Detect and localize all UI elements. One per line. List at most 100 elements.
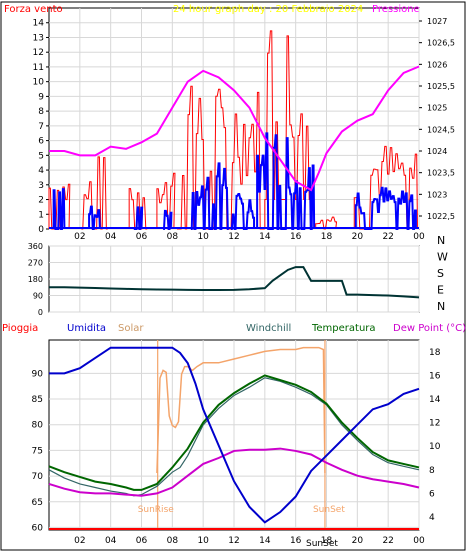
- y-tick-label-right: 1023,5: [427, 169, 455, 178]
- y-tick-label-right: 18: [429, 348, 441, 358]
- x-tick-label: 16: [290, 536, 302, 546]
- x-tick-label: 06: [136, 232, 148, 242]
- y-tick-label-right: 12: [429, 419, 440, 429]
- humidity-label: Umidita: [67, 323, 106, 334]
- y-tick-label-left: 0: [38, 225, 44, 235]
- x-tick-label: 08: [167, 232, 179, 242]
- x-tick-label: 06: [136, 536, 148, 546]
- y-tick-label-right: 1026,5: [427, 39, 455, 48]
- direction-tick-label: 90: [33, 292, 43, 301]
- compass-label: W: [437, 251, 448, 264]
- y-tick-label-left: 11: [33, 63, 44, 73]
- y-tick-label-left: 12: [33, 48, 44, 58]
- y-tick-label-left: 65: [32, 498, 43, 508]
- compass-label: S: [437, 267, 444, 280]
- gust-segment: [88, 205, 101, 230]
- y-tick-label-left: 1: [38, 210, 44, 220]
- y-tick-label-right: 4: [429, 513, 435, 523]
- gust-segment: [52, 188, 66, 230]
- chart-title: 24 hour graph day : 20 Febbraio 2024: [173, 4, 363, 15]
- x-tick-label: 18: [321, 536, 333, 546]
- y-tick-label-right: 16: [429, 371, 441, 381]
- y-tick-label-left: 4: [38, 166, 44, 176]
- wind-direction-series: [49, 266, 420, 299]
- x-tick-label: 10: [197, 536, 209, 546]
- y-tick-label-left: 6: [38, 137, 44, 147]
- y-tick-label-right: 1022,5: [427, 212, 455, 221]
- x-tick-label: 10: [197, 232, 209, 242]
- pressure-series: [49, 65, 420, 192]
- wind-segment: [156, 172, 176, 230]
- y-tick-label-left: 2: [38, 196, 44, 206]
- x-tick-label: 04: [105, 232, 117, 242]
- y-tick-label-left: 14: [33, 19, 45, 29]
- windchill-label: Windchill: [246, 323, 291, 334]
- wind-segment: [264, 30, 315, 230]
- x-tick-label: 22: [382, 536, 393, 546]
- solar-label: Solar: [118, 323, 144, 334]
- direction-tick-label: 0: [38, 308, 43, 317]
- x-tick-label: 14: [259, 536, 271, 546]
- y-tick-label-right: 1024,5: [427, 125, 455, 134]
- y-tick-label-left: 60: [32, 523, 44, 533]
- x-tick-label: 18: [321, 232, 333, 242]
- direction-tick-label: 180: [28, 275, 43, 284]
- rain-label: Pioggia: [2, 323, 38, 334]
- wind-segment: [176, 85, 265, 230]
- x-tick-label: 04: [105, 536, 117, 546]
- compass-label: E: [437, 284, 444, 297]
- x-tick-label: 16: [290, 232, 302, 242]
- y-tick-label-right: 1024: [427, 147, 447, 156]
- pressure-label: Pressione: [372, 4, 420, 15]
- y-tick-label-right: 1027: [427, 17, 447, 26]
- x-tick-label: 20: [352, 232, 364, 242]
- y-tick-label-left: 75: [32, 446, 43, 456]
- wind-label: Forza vento: [4, 4, 63, 15]
- y-tick-label-right: 8: [429, 466, 435, 476]
- dewpoint-series: [48, 447, 420, 497]
- x-tick-label: 20: [352, 536, 364, 546]
- x-tick-label: 22: [382, 232, 393, 242]
- y-tick-label-left: 7: [38, 122, 44, 132]
- gust-segment: [163, 209, 173, 230]
- y-tick-label-left: 8: [38, 107, 44, 117]
- y-tick-label-left: 13: [33, 33, 44, 43]
- solar-series: [156, 346, 326, 474]
- x-tick-label: 14: [259, 232, 271, 242]
- windchill-series: [48, 377, 420, 497]
- x-tick-label: 00: [413, 232, 425, 242]
- x-tick-label: 12: [228, 232, 239, 242]
- y-tick-label-right: 6: [429, 489, 435, 499]
- y-tick-label-left: 9: [38, 92, 44, 102]
- x-tick-label: 02: [74, 536, 85, 546]
- temperature-series: [48, 374, 420, 491]
- sunset-label: SunSet: [313, 505, 345, 515]
- sunrise-label: SunRise: [138, 505, 175, 515]
- y-tick-label-right: 10: [429, 442, 441, 452]
- sunset-axis-label: SunSet: [306, 539, 338, 549]
- x-tick-label: 08: [167, 536, 179, 546]
- y-tick-label-right: 14: [429, 395, 441, 405]
- wind-segment: [128, 188, 148, 230]
- y-tick-label-left: 3: [38, 181, 44, 191]
- humidity-series: [49, 346, 420, 524]
- y-tick-label-right: 1025,5: [427, 82, 455, 91]
- dewpoint-label: Dew Point (°C): [393, 323, 466, 334]
- y-tick-label-left: 85: [32, 395, 43, 405]
- wind-pressure-panel: Forza vento 24 hour graph day : 20 Febbr…: [4, 4, 455, 242]
- compass-label: N: [437, 300, 445, 313]
- y-tick-label-left: 70: [32, 472, 44, 482]
- x-tick-label: 00: [413, 536, 425, 546]
- temperature-humidity-panel: Pioggia Umidita Solar Windchill Temperat…: [2, 323, 466, 549]
- direction-tick-label: 270: [28, 259, 43, 268]
- y-tick-label-right: 1025: [427, 104, 447, 113]
- x-tick-label: 02: [74, 232, 85, 242]
- y-tick-label-left: 5: [38, 151, 44, 161]
- y-tick-label-left: 10: [33, 78, 45, 88]
- y-tick-label-right: 1026: [427, 60, 447, 69]
- y-tick-label-left: 90: [32, 369, 44, 379]
